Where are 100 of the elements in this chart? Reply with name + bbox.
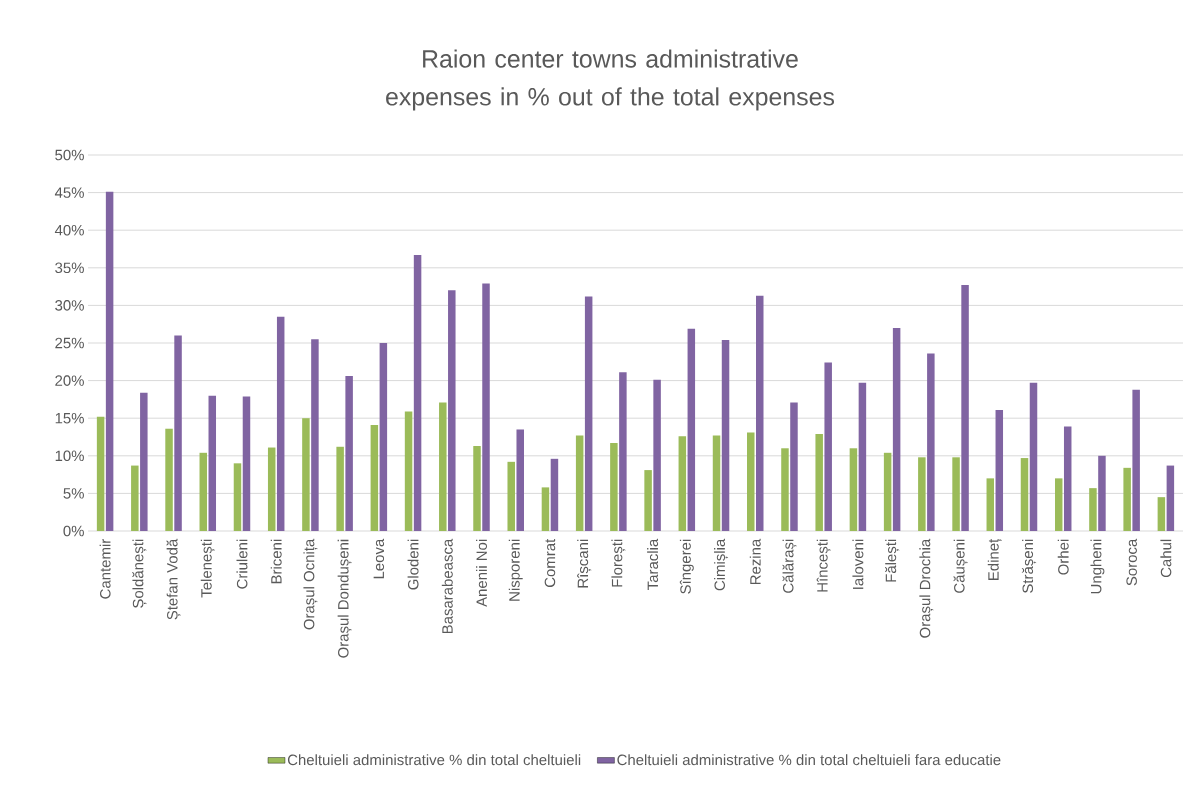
bar (516, 429, 524, 531)
bar (267, 447, 276, 531)
x-tick-label: Leova (373, 538, 385, 579)
bar (482, 283, 490, 531)
x-tick-label: Orașul Ocnița (303, 538, 318, 630)
bar (413, 255, 422, 531)
bar (233, 463, 242, 531)
x-tick-label: Cimișlia (714, 538, 729, 591)
bar (883, 452, 892, 531)
bar (404, 411, 413, 531)
bar (345, 376, 353, 531)
bar (550, 458, 559, 531)
x-tick-label: Orhei (1057, 539, 1069, 575)
x-tick-label: Glodeni (407, 539, 419, 590)
bar (1020, 458, 1029, 531)
y-tick-label: 15% (55, 412, 84, 424)
y-tick-label: 25% (55, 337, 84, 349)
bar (619, 372, 627, 531)
x-tick-label: Cahul (1160, 539, 1172, 578)
bar (815, 433, 823, 531)
bar (507, 461, 515, 531)
x-tick-label: Soroca (1126, 538, 1137, 586)
bar (892, 327, 901, 531)
x-tick-label: Taraclia (647, 538, 659, 590)
bar (1098, 455, 1106, 531)
bar (952, 457, 960, 531)
y-tick-label: 30% (55, 300, 84, 311)
bar (824, 362, 832, 531)
legend-label: Cheltuieli administrative % din total cheltuieli fara educatie (617, 754, 1001, 766)
bar (1157, 497, 1166, 531)
x-tick-label: Rîșcani (577, 539, 592, 588)
y-tick-label: 10% (55, 450, 84, 462)
y-tick-label: 45% (54, 187, 84, 198)
bar (712, 435, 721, 531)
bar (653, 379, 661, 531)
bar (242, 396, 251, 531)
x-tick-label: Hîncești (816, 539, 831, 592)
bar (747, 432, 755, 531)
bar (584, 296, 593, 531)
x-tick-label: Călărași (782, 539, 797, 593)
bar (105, 191, 114, 531)
x-tick-label: Fălești (885, 539, 900, 582)
y-tick-label: 50% (55, 149, 84, 161)
bar (790, 402, 798, 531)
x-tick-label: Orașul Drochia (919, 538, 934, 638)
bar (311, 339, 319, 531)
bar (1054, 478, 1063, 531)
bar (1132, 389, 1140, 531)
bar (131, 465, 139, 531)
x-tick-label: Basarabeasca (441, 538, 453, 634)
bar (439, 402, 447, 531)
y-tick-label: 20% (55, 375, 84, 386)
bar (687, 328, 696, 531)
bar (678, 436, 687, 531)
bar (858, 382, 867, 531)
bar (986, 478, 995, 531)
x-tick-label: Ialoveni (852, 539, 864, 589)
bar (473, 446, 481, 531)
bar (721, 339, 730, 531)
bar (644, 470, 652, 531)
bar (208, 395, 217, 531)
y-tick-label: 0% (63, 525, 84, 537)
x-tick-label: Edineț (987, 538, 1002, 580)
y-tick-label: 35% (55, 262, 84, 274)
bar (1089, 488, 1097, 531)
bar (575, 435, 584, 531)
bar (541, 487, 550, 531)
x-tick-label: Briceni (270, 539, 282, 584)
bar (756, 295, 764, 531)
bar (370, 424, 379, 531)
bar (379, 343, 388, 531)
x-tick-label: Ștefan Vodă (166, 538, 181, 620)
bar (918, 457, 926, 531)
x-tick-label: Căușeni (953, 539, 968, 593)
x-tick-label: Strășeni (1021, 539, 1037, 593)
bar (961, 285, 969, 531)
bar (610, 443, 618, 531)
bar (927, 353, 935, 531)
bar (276, 316, 285, 531)
x-tick-label: Comrat (544, 538, 556, 587)
bar (781, 448, 789, 531)
bar (199, 452, 208, 531)
x-tick-label: Telenești (200, 539, 215, 598)
bar (1166, 465, 1175, 531)
bar (302, 418, 310, 531)
bar (96, 416, 105, 531)
bar (1063, 426, 1072, 531)
bar (1123, 467, 1131, 531)
bar (995, 409, 1004, 531)
chart-title: Raion center towns administrative expenses in % out of the total expenses (386, 49, 835, 111)
bar (165, 428, 173, 531)
bar (448, 290, 456, 531)
x-tick-label: Orașul Dondușeni (337, 539, 352, 658)
bar (336, 446, 344, 531)
bar (140, 392, 148, 531)
legend-label: Cheltuieli administrative % din total cheltuieli (287, 754, 581, 766)
bar (849, 448, 858, 531)
bar (1029, 382, 1038, 531)
x-tick-label: Cantemir (99, 539, 111, 599)
x-tick-label: Sîngerei (679, 539, 694, 594)
